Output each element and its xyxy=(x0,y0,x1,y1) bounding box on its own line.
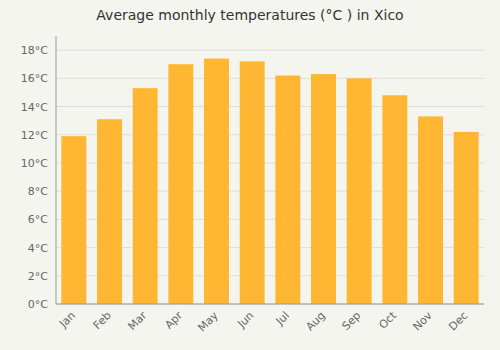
x-tick-label: Oct xyxy=(376,309,399,332)
chart-svg: Average monthly temperatures (°C ) in Xi… xyxy=(0,0,500,350)
x-tick-label: Jan xyxy=(56,309,78,331)
grid-line xyxy=(56,50,484,51)
x-tick-label: Mar xyxy=(126,309,150,333)
bar xyxy=(311,74,336,304)
bar xyxy=(418,116,443,304)
y-tick-label: 6°C xyxy=(28,213,48,226)
bar xyxy=(347,78,372,304)
x-tick-label: Sep xyxy=(340,309,364,333)
bar xyxy=(168,64,193,304)
bar xyxy=(454,132,479,304)
bar xyxy=(97,119,122,304)
x-axis-line xyxy=(56,304,484,305)
y-tick-label: 2°C xyxy=(28,270,48,283)
y-axis-line xyxy=(56,36,57,304)
bar xyxy=(275,75,300,304)
bar xyxy=(61,136,86,304)
y-tick-label: 18°C xyxy=(21,44,48,57)
bar xyxy=(204,59,229,304)
bar xyxy=(240,61,265,304)
bar xyxy=(382,95,407,304)
x-tick-label: May xyxy=(195,309,221,335)
y-tick-label: 10°C xyxy=(21,157,48,170)
x-tick-label: Aug xyxy=(303,309,327,333)
y-tick-label: 4°C xyxy=(28,242,48,255)
x-tick-label: Feb xyxy=(91,309,114,332)
title: Average monthly temperatures (°C ) in Xi… xyxy=(96,7,403,23)
grid-line xyxy=(56,106,484,107)
x-tick-label: Dec xyxy=(446,309,470,333)
y-tick-label: 8°C xyxy=(28,185,48,198)
x-tick-label: Jun xyxy=(234,309,256,331)
y-tick-label: 16°C xyxy=(21,72,48,85)
x-tick-label: Nov xyxy=(410,309,435,334)
x-tick-label: Apr xyxy=(162,309,185,332)
bars xyxy=(61,59,478,304)
x-tick-label: Jul xyxy=(273,309,292,328)
y-tick-label: 14°C xyxy=(21,101,48,114)
grid-line xyxy=(56,304,484,305)
grid xyxy=(56,50,484,304)
bar xyxy=(133,88,158,304)
y-tick-label: 0°C xyxy=(28,298,48,311)
grid-line xyxy=(56,78,484,79)
chart-container: Average monthly temperatures (°C ) in Xi… xyxy=(0,0,500,350)
y-tick-label: 12°C xyxy=(21,129,48,142)
